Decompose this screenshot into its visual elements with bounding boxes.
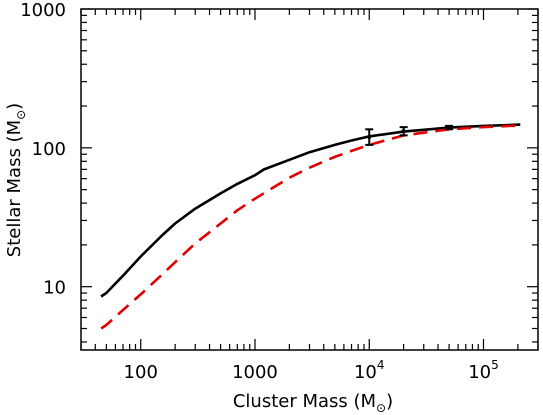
axes xyxy=(80,8,539,351)
x-axis-label-symbol: ⊙ xyxy=(376,401,386,415)
solid-series-line xyxy=(100,123,521,298)
x-tick-label-base: 10 xyxy=(354,362,377,383)
error-bar-point xyxy=(447,125,452,130)
x-tick-label: 104 xyxy=(354,358,385,383)
y-axis-label: Stellar Mass (M⊙) xyxy=(4,103,28,257)
y-axis-label-symbol: ⊙ xyxy=(14,110,28,120)
y-axis-label-text: Stellar Mass (M xyxy=(4,120,25,257)
error-bars xyxy=(365,124,454,146)
dashed-series-line xyxy=(100,124,521,330)
x-axis-label: Cluster Mass (M⊙) xyxy=(233,391,393,415)
x-tick-label-exponent: 4 xyxy=(377,358,385,372)
x-axis-label-text: Cluster Mass (M xyxy=(233,391,376,412)
series-layer xyxy=(100,123,521,330)
error-bar-point xyxy=(367,134,372,139)
y-tick-label: 1000 xyxy=(20,0,66,21)
y-tick-label: 10 xyxy=(43,278,66,299)
x-tick-label-base: 10 xyxy=(468,362,491,383)
x-tick-label: 1000 xyxy=(232,362,278,383)
error-bar-point xyxy=(401,129,406,134)
x-tick-label: 105 xyxy=(468,358,499,383)
plot-frame xyxy=(80,8,539,351)
x-tick-label-exponent: 5 xyxy=(491,358,499,372)
x-tick-label: 100 xyxy=(124,362,158,383)
y-tick-label: 100 xyxy=(32,139,66,160)
